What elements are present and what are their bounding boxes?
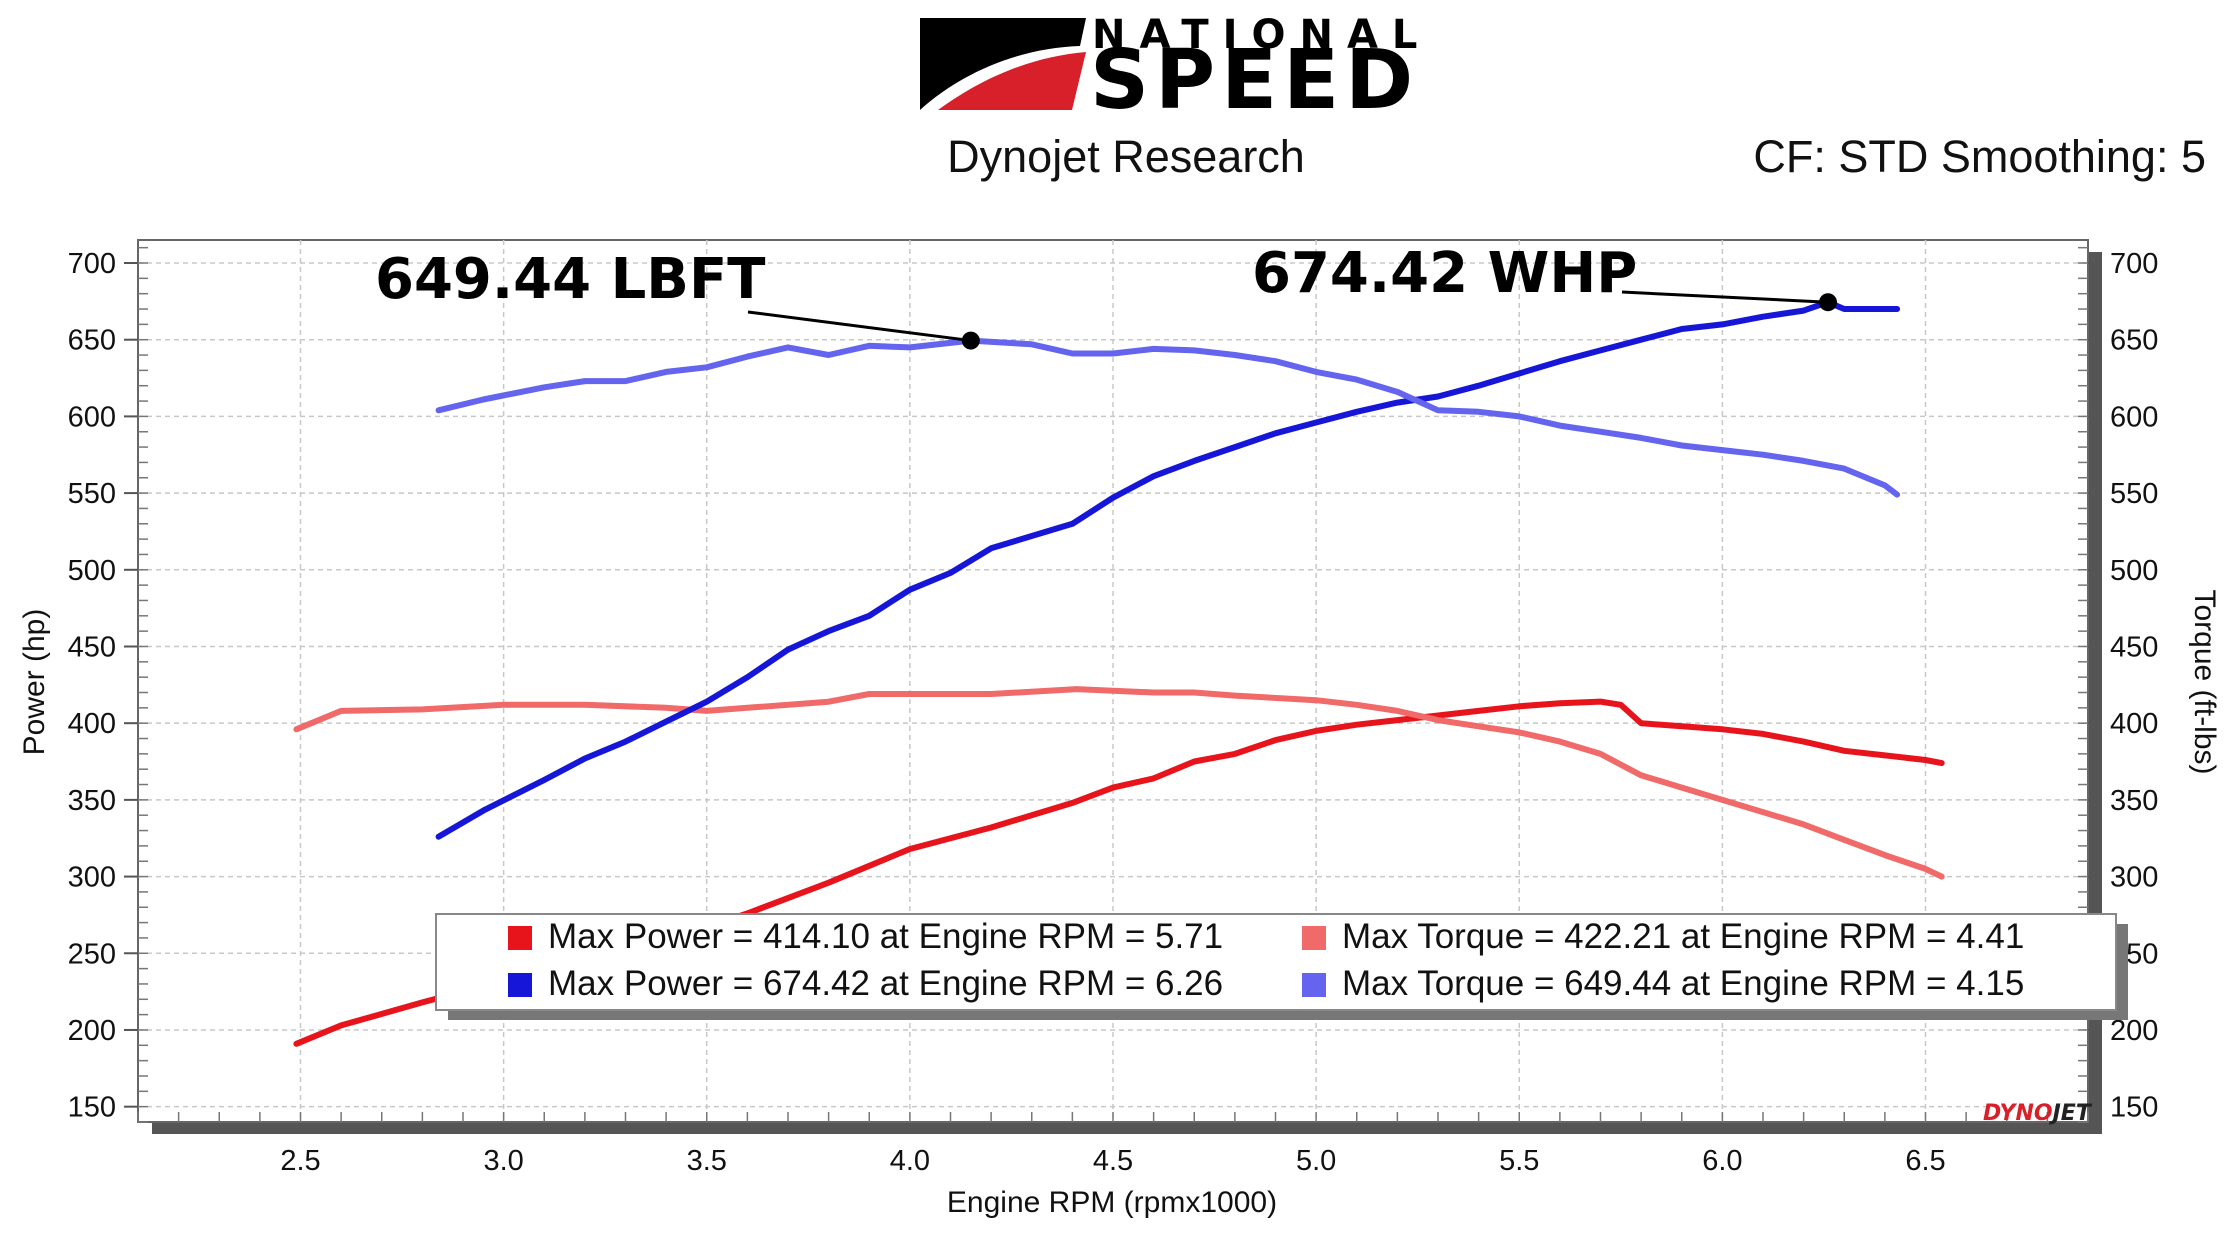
annotations: 649.44 LBFT 674.42 WHP: [375, 241, 1837, 350]
minor-ticks: [124, 246, 2102, 1123]
legend-swatch: [1302, 926, 1326, 950]
legend-entry: Max Power = 674.42 at Engine RPM = 6.26: [548, 964, 1223, 1003]
y-tick-label-right: 150: [2110, 1092, 2158, 1124]
series-line-2: [435, 299, 1901, 840]
logo-line2: SPEED: [1090, 33, 1419, 128]
x-tick-label: 5.5: [1499, 1145, 1539, 1177]
y-tick-label-left: 550: [68, 478, 116, 510]
x-tick-label: 6.5: [1905, 1145, 1945, 1177]
correction-settings: CF: STD Smoothing: 5: [1753, 131, 2206, 182]
y-tick-label-left: 350: [68, 785, 116, 817]
y-tick-label-right: 600: [2110, 401, 2158, 433]
y-tick-labels-left: 150 200 250 300 350 400 450 500 550 600 650 700: [68, 248, 116, 1124]
y-tick-label-right: 400: [2110, 708, 2158, 740]
legend-swatch: [1302, 973, 1326, 997]
legend-entry: Max Power = 414.10 at Engine RPM = 5.71: [548, 917, 1223, 956]
x-axis-title: Engine RPM (rpmx1000): [947, 1186, 1277, 1219]
legend-box: [435, 913, 2117, 1011]
y-tick-label-left: 250: [68, 938, 116, 970]
y-tick-label-right: 500: [2110, 555, 2158, 587]
y-tick-label-left: 600: [68, 401, 116, 433]
power-peak-marker: [1819, 293, 1837, 312]
x-tick-label: 3.5: [687, 1145, 727, 1177]
y-tick-label-right: 550: [2110, 478, 2158, 510]
y-tick-label-right: 350: [2110, 785, 2158, 817]
power-annotation: 674.42 WHP: [1252, 241, 1637, 306]
logo-red-swoosh: [938, 52, 1086, 110]
chart-subtitle: Dynojet Research: [947, 131, 1305, 182]
x-tick-label: 4.5: [1093, 1145, 1133, 1177]
y-tick-label-left: 450: [68, 631, 116, 663]
legend-swatch: [508, 973, 532, 997]
torque-annotation: 649.44 LBFT: [375, 247, 765, 312]
power-annotation-pointer: [1621, 290, 1829, 304]
logo-line1: NATIONAL: [1092, 12, 1431, 58]
x-tick-label: 4.0: [890, 1145, 930, 1177]
y-tick-label-left: 700: [68, 248, 116, 280]
logo-black-swoosh: [920, 18, 1086, 110]
legend: Max Power = 414.10 at Engine RPM = 5.71 …: [435, 913, 2128, 1020]
national-speed-logo: NATIONAL SPEED: [920, 12, 1431, 128]
watermark-part1: DYNO: [1983, 1101, 2053, 1126]
watermark-part2: JET: [2049, 1101, 2093, 1126]
y-tick-label-right: 650: [2110, 325, 2158, 357]
x-tick-label: 5.0: [1296, 1145, 1336, 1177]
x-tick-label: 6.0: [1702, 1145, 1742, 1177]
y-tick-label-right: 300: [2110, 862, 2158, 894]
y-tick-label-left: 150: [68, 1092, 116, 1124]
torque-annotation-pointer: [747, 310, 972, 343]
x-tick-labels: 2.5 3.0 3.5 4.0 4.5 5.0 5.5 6.0 6.5: [280, 1145, 1945, 1177]
series-line-3: [435, 337, 1901, 498]
torque-peak-marker: [961, 331, 980, 350]
y-tick-label-left: 500: [68, 555, 116, 587]
y-tick-label-left: 300: [68, 862, 116, 894]
y-tick-label-right: 450: [2110, 631, 2158, 663]
y-axis-title-right: Torque (ft-lbs): [2188, 589, 2221, 774]
y-axis-title-left: Power (hp): [18, 609, 51, 756]
x-tick-label: 3.0: [483, 1145, 523, 1177]
series-line-1: [293, 686, 1945, 880]
dynojet-watermark: DYNOJET: [1983, 1101, 2093, 1126]
x-tick-label: 2.5: [280, 1145, 320, 1177]
legend-entry: Max Torque = 649.44 at Engine RPM = 4.15: [1342, 964, 2024, 1003]
y-tick-label-left: 400: [68, 708, 116, 740]
legend-entry: Max Torque = 422.21 at Engine RPM = 4.41: [1342, 917, 2024, 956]
y-tick-label-right: 200: [2110, 1015, 2158, 1047]
y-tick-label-left: 200: [68, 1015, 116, 1047]
y-tick-label-right: 700: [2110, 248, 2158, 280]
y-tick-label-left: 650: [68, 325, 116, 357]
legend-swatch: [508, 926, 532, 950]
